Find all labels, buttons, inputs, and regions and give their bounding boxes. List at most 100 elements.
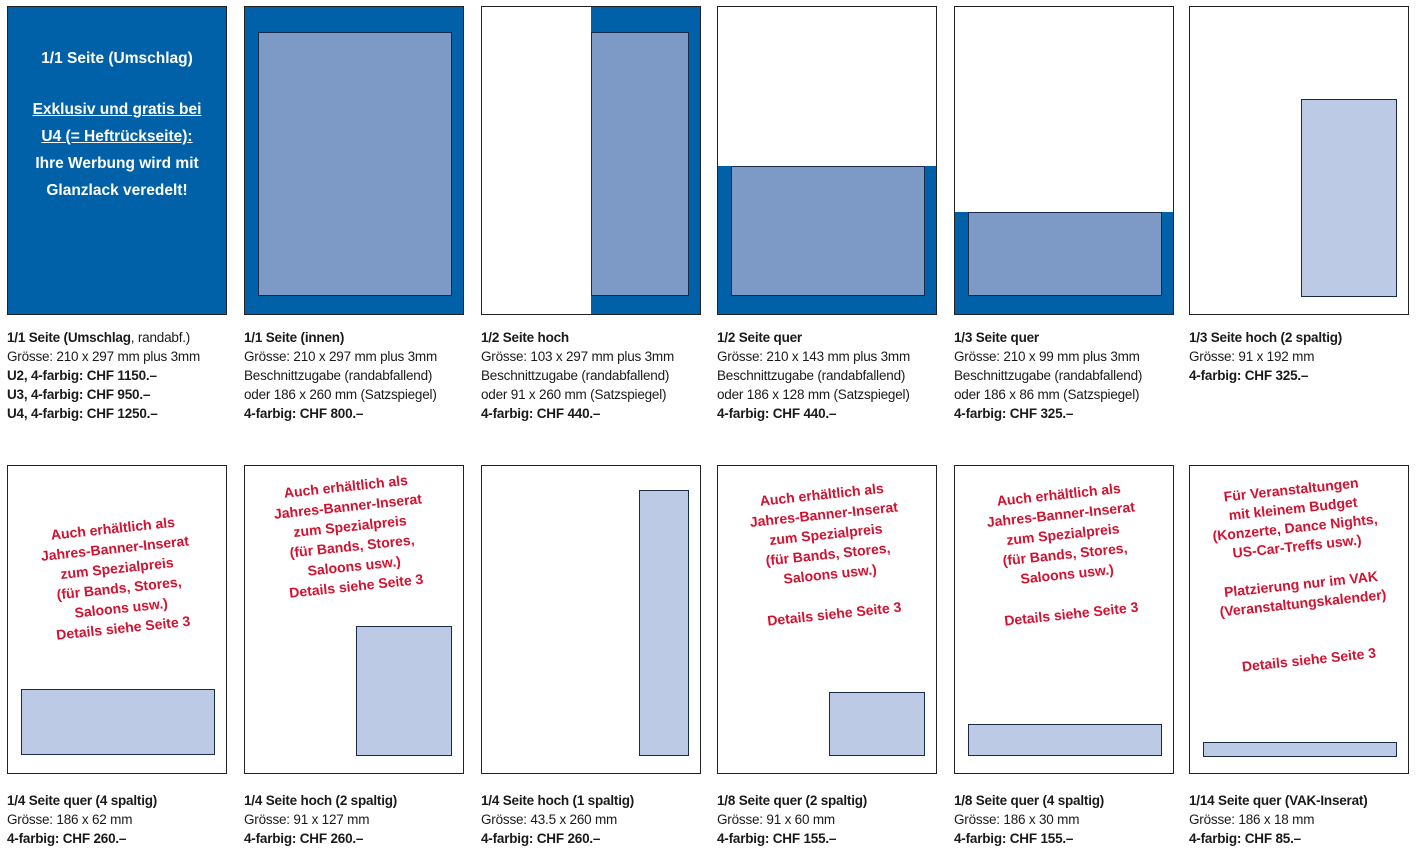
caption-price: 4-farbig: CHF 155.– [717, 831, 837, 846]
ad-format-eighth-page-2col: Auch erhältlich als Jahres-Banner-Insera… [717, 465, 937, 855]
page-preview [244, 6, 464, 315]
caption: 1/4 Seite quer (4 spaltig) Grösse: 186 x… [7, 791, 157, 848]
caption-title: 1/4 Seite quer (4 spaltig) [7, 793, 158, 808]
caption-price: 4-farbig: CHF 85.– [1189, 831, 1301, 846]
caption: 1/1 Seite (innen) Grösse: 210 x 297 mm p… [244, 328, 437, 423]
caption-line-1: Grösse: 186 x 30 mm [954, 812, 1080, 827]
page-preview: Für Veranstaltungen mit kleinem Budget (… [1189, 465, 1409, 774]
caption-title: 1/1 Seite (Umschlag [7, 330, 131, 345]
ad-area [356, 626, 452, 756]
caption: 1/4 Seite hoch (2 spaltig) Grösse: 91 x … [244, 791, 397, 848]
ad-format-third-page-vertical: 1/3 Seite hoch (2 spaltig) Grösse: 91 x … [1189, 6, 1409, 436]
caption-price: 4-farbig: CHF 260.– [481, 831, 601, 846]
ad-area [829, 692, 925, 756]
caption-line-1: Grösse: 186 x 62 mm [7, 812, 133, 827]
ad-area [1301, 99, 1397, 297]
caption-line-1: Grösse: 91 x 60 mm [717, 812, 835, 827]
caption-title: 1/8 Seite quer (2 spaltig) [717, 793, 868, 808]
ad-format-eighth-page-4col: Auch erhältlich als Jahres-Banner-Insera… [954, 465, 1174, 855]
cover-line-3: Ihre Werbung wird mit [35, 155, 199, 172]
page-preview [481, 6, 701, 315]
ad-format-third-page-horizontal: 1/3 Seite quer Grösse: 210 x 99 mm plus … [954, 6, 1174, 436]
ad-area [591, 32, 689, 296]
caption-line-3: oder 186 x 128 mm (Satzspiegel) [717, 387, 910, 402]
caption-line-1: Grösse: 210 x 297 mm plus 3mm [244, 349, 438, 364]
ad-format-quarter-page-vertical-2col: Auch erhältlich als Jahres-Banner-Insera… [244, 465, 464, 855]
caption: 1/8 Seite quer (4 spaltig) Grösse: 186 x… [954, 791, 1104, 848]
caption-line-3: oder 186 x 260 mm (Satzspiegel) [244, 387, 437, 402]
ad-format-vak: Für Veranstaltungen mit kleinem Budget (… [1189, 465, 1409, 855]
promo-note: Auch erhältlich als Jahres-Banner-Insera… [273, 471, 425, 601]
cover-line-4: Glanzlack veredelt! [46, 182, 188, 199]
caption-price: 4-farbig: CHF 155.– [954, 831, 1074, 846]
page-preview [717, 6, 937, 315]
promo-note: Auch erhältlich als Jahres-Banner-Insera… [749, 479, 903, 629]
caption-title: 1/2 Seite quer [717, 330, 802, 345]
ad-area [968, 212, 1162, 296]
caption-title-suffix: , randabf.) [130, 330, 191, 345]
page-preview: Auch erhältlich als Jahres-Banner-Insera… [7, 465, 227, 774]
caption-line-1: Grösse: 210 x 99 mm plus 3mm [954, 349, 1140, 364]
ad-format-quarter-page-vertical-1col: 1/4 Seite hoch (1 spaltig) Grösse: 43.5 … [481, 465, 701, 855]
caption-line-3: oder 91 x 260 mm (Satzspiegel) [481, 387, 667, 402]
caption-price: 4-farbig: CHF 325.– [954, 406, 1074, 421]
caption-line-2: Beschnittzugabe (randabfallend) [954, 368, 1143, 383]
caption-line-1: Grösse: 103 x 297 mm plus 3mm [481, 349, 675, 364]
page-preview-cover: 1/1 Seite (Umschlag) Exklusiv und gratis… [7, 6, 227, 315]
caption-size: Grösse: 210 x 297 mm plus 3mm [7, 349, 201, 364]
ad-format-quarter-page-horizontal: Auch erhältlich als Jahres-Banner-Insera… [7, 465, 227, 855]
caption: 1/3 Seite quer Grösse: 210 x 99 mm plus … [954, 328, 1142, 423]
page-preview: Auch erhältlich als Jahres-Banner-Insera… [717, 465, 937, 774]
caption-title: 1/4 Seite hoch (1 spaltig) [481, 793, 635, 808]
ad-format-half-page-horizontal: 1/2 Seite quer Grösse: 210 x 143 mm plus… [717, 6, 937, 436]
cover-line-2: U4 (= Heftrückseite): [41, 128, 193, 145]
page-preview [1189, 6, 1409, 315]
caption: 1/3 Seite hoch (2 spaltig) Grösse: 91 x … [1189, 328, 1342, 385]
page-preview: Auch erhältlich als Jahres-Banner-Insera… [954, 465, 1174, 774]
caption-price-u2: U2, 4-farbig: CHF 1150.– [7, 368, 157, 383]
ad-area [258, 32, 452, 296]
caption-line-1: Grösse: 186 x 18 mm [1189, 812, 1315, 827]
promo-note: Auch erhältlich als Jahres-Banner-Insera… [986, 479, 1140, 629]
caption-line-3: oder 186 x 86 mm (Satzspiegel) [954, 387, 1140, 402]
caption-line-1: Grösse: 91 x 192 mm [1189, 349, 1315, 364]
page-preview [954, 6, 1174, 315]
caption-line-1: Grösse: 43.5 x 260 mm [481, 812, 618, 827]
ad-area [21, 689, 215, 755]
caption-title: 1/1 Seite (innen) [244, 330, 345, 345]
page-preview: Auch erhältlich als Jahres-Banner-Insera… [244, 465, 464, 774]
caption-line-2: Beschnittzugabe (randabfallend) [244, 368, 433, 383]
caption-price: 4-farbig: CHF 800.– [244, 406, 364, 421]
caption-title: 1/8 Seite quer (4 spaltig) [954, 793, 1105, 808]
caption-price: 4-farbig: CHF 325.– [1189, 368, 1309, 383]
caption-line-2: Beschnittzugabe (randabfallend) [717, 368, 906, 383]
ad-area [1203, 742, 1397, 757]
caption-price-u4: U4, 4-farbig: CHF 1250.– [7, 406, 158, 421]
caption-price: 4-farbig: CHF 260.– [7, 831, 127, 846]
cover-promo-text: 1/1 Seite (Umschlag) Exklusiv und gratis… [8, 7, 226, 314]
caption-line-1: Grösse: 210 x 143 mm plus 3mm [717, 349, 911, 364]
caption: 1/14 Seite quer (VAK-Inserat) Grösse: 18… [1189, 791, 1368, 848]
page-preview [481, 465, 701, 774]
promo-note: Für Veranstaltungen mit kleinem Budget (… [1211, 474, 1387, 675]
caption-price: 4-farbig: CHF 260.– [244, 831, 364, 846]
caption-line-1: Grösse: 91 x 127 mm [244, 812, 370, 827]
caption-title: 1/4 Seite hoch (2 spaltig) [244, 793, 398, 808]
caption: 1/2 Seite quer Grösse: 210 x 143 mm plus… [717, 328, 910, 423]
caption-title: 1/3 Seite quer [954, 330, 1039, 345]
ad-format-half-page-vertical: 1/2 Seite hoch Grösse: 103 x 297 mm plus… [481, 6, 701, 436]
ad-area [639, 490, 689, 756]
caption-title: 1/2 Seite hoch [481, 330, 569, 345]
caption-title: 1/14 Seite quer (VAK-Inserat) [1189, 793, 1368, 808]
caption-price: 4-farbig: CHF 440.– [481, 406, 601, 421]
caption-line-2: Beschnittzugabe (randabfallend) [481, 368, 670, 383]
ad-format-full-page-inside: 1/1 Seite (innen) Grösse: 210 x 297 mm p… [244, 6, 464, 436]
cover-title: 1/1 Seite (Umschlag) [41, 50, 193, 67]
ad-area [968, 724, 1162, 756]
promo-note: Auch erhältlich als Jahres-Banner-Insera… [40, 513, 192, 643]
caption-title: 1/3 Seite hoch (2 spaltig) [1189, 330, 1343, 345]
caption: 1/4 Seite hoch (1 spaltig) Grösse: 43.5 … [481, 791, 634, 848]
caption-price: 4-farbig: CHF 440.– [717, 406, 837, 421]
caption: 1/8 Seite quer (2 spaltig) Grösse: 91 x … [717, 791, 867, 848]
ad-format-cover: 1/1 Seite (Umschlag) Exklusiv und gratis… [7, 6, 227, 436]
